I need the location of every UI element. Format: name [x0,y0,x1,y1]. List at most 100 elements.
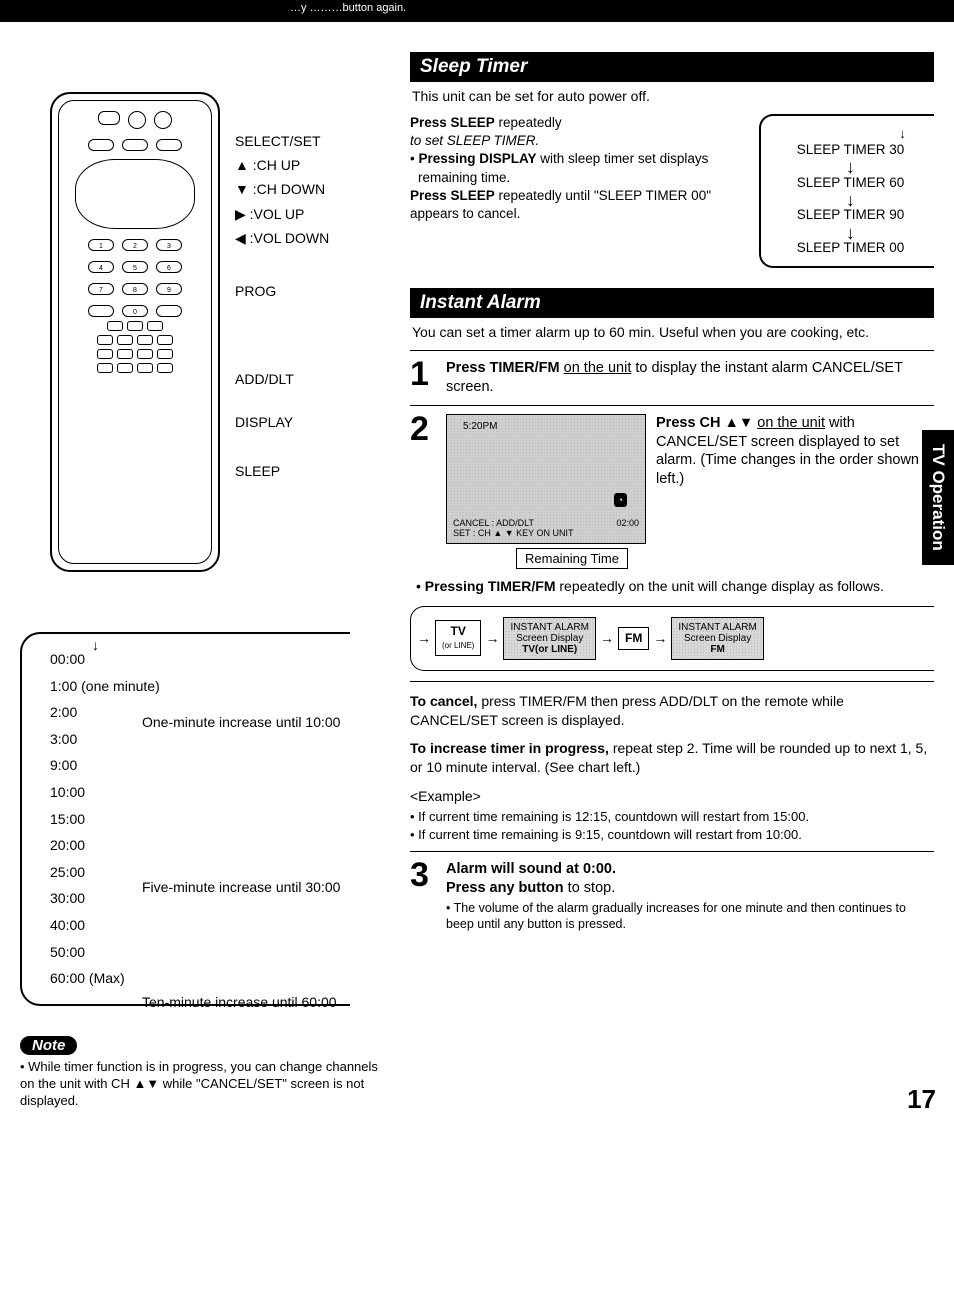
cancel-instructions: To cancel, press TIMER/FM then press ADD… [410,692,934,730]
osd-line: CANCEL : ADD/DLT [453,518,534,528]
callout-vol-down: ◀ :VOL DOWN [235,229,329,247]
section-header-sleep: Sleep Timer [410,52,934,82]
display-cycle-flow: → TV (or LINE) → INSTANT ALARM Screen Di… [410,606,934,671]
arrow-right-icon: → [485,630,499,646]
text: Screen Display [516,633,583,644]
text-bold: TV [451,624,466,638]
rc-btn [154,111,172,129]
clock-icon: ◔ [614,493,627,507]
remote-diagram: 123 456 789 0 SELECT/SET ▲ :CH UP ▼ :CH … [20,92,390,592]
increase-instructions: To increase timer in progress, repeat st… [410,739,934,777]
time-value: 15:00 [50,806,342,833]
step-1: 1 Press TIMER/FM on the unit to display … [410,359,934,397]
remote-inner-outline: 123 456 789 0 [58,100,212,564]
time-value: 20:00 [50,832,342,859]
rc-btn [97,363,113,373]
rc-btn [137,335,153,345]
step-number: 2 [410,414,438,569]
example-1: • If current time remaining is 12:15, co… [410,808,934,826]
arrow-down-icon: ↓ [775,193,926,207]
example-heading: <Example> [410,787,934,806]
rc-btn: 6 [156,261,182,273]
arrow-down-icon: ↓ [775,160,926,174]
text-bold: Pressing TIMER/FM [425,578,556,594]
flow-item-tv: TV (or LINE) [435,620,481,656]
callout-ch-up: ▲ :CH UP [235,156,329,174]
text: repeatedly [495,115,562,130]
callout-prog: PROG [235,282,329,300]
remote-callouts: SELECT/SET ▲ :CH UP ▼ :CH DOWN ▶ :VOL UP… [235,132,329,535]
divider [410,350,934,351]
alarm-intro: You can set a timer alarm up to 60 min. … [412,324,934,340]
step-1-text: Press TIMER/FM on the unit to display th… [446,359,934,397]
rc-btn [97,349,113,359]
callout-ch-down: ▼ :CH DOWN [235,180,329,198]
text: Screen Display [684,633,751,644]
page-content: 123 456 789 0 SELECT/SET ▲ :CH UP ▼ :CH … [0,22,954,1129]
divider [410,851,934,852]
rc-btn [128,111,146,129]
rc-btn: 0 [122,305,148,317]
flow-item-fm: FM [618,627,649,650]
text-underline: on the unit [757,415,825,431]
rc-btn: 4 [88,261,114,273]
timer-increment-chart: ↓ 00:00 1:00 (one minute) 2:00 3:00 9:00… [20,632,350,1006]
time-value: 9:00 [50,752,342,779]
text-bold: Press TIMER/FM [446,360,560,376]
callout-sleep: SLEEP [235,462,329,480]
rc-btn [97,335,113,345]
text-bold: Press CH ▲▼ [656,415,753,431]
note-text: • While timer function is in progress, y… [20,1059,390,1110]
osd-screenshot: 5:20PM ◔ CANCEL : ADD/DLT 02:00 SET : CH… [446,414,646,544]
osd-remaining: 02:00 [616,519,639,529]
rc-btn [157,363,173,373]
rc-btn: 2 [122,239,148,251]
chart-note-5min: Five-minute increase until 30:00 [142,879,340,896]
rc-dpad [75,159,195,229]
sleep-cycle-item: SLEEP TIMER 30 [775,142,926,158]
text: INSTANT ALARM [678,622,757,633]
text: to stop. [568,880,616,896]
rc-btn [98,111,120,125]
sleep-intro: This unit can be set for auto power off. [412,88,934,104]
chart-note-10min: Ten-minute increase until 60:00 [142,994,337,1011]
time-value: 40:00 [50,912,342,939]
rc-btn [137,349,153,359]
right-column: Sleep Timer This unit can be set for aut… [410,52,934,1109]
rc-btn [156,139,182,151]
time-value: 10:00 [50,779,342,806]
rc-btn: 9 [156,283,182,295]
sleep-cycle-item: SLEEP TIMER 60 [775,175,926,191]
chart-note-1min: One-minute increase until 10:00 [142,714,340,731]
sleep-cycle-box: ↓ SLEEP TIMER 30 ↓ SLEEP TIMER 60 ↓ SLEE… [759,114,934,268]
rc-btn [88,305,114,317]
bullet-timer-fm: • Pressing TIMER/FM repeatedly on the un… [416,577,934,596]
rc-btn [156,305,182,317]
osd-line: SET : CH ▲ ▼ KEY ON UNIT [453,528,574,538]
rc-btn [157,349,173,359]
sleep-instructions: Press SLEEP repeatedly to set SLEEP TIME… [410,114,747,223]
text: (or LINE) [442,641,474,650]
time-value: 00:00 [50,646,342,673]
osd-time: 5:20PM [463,421,639,432]
rc-btn: 5 [122,261,148,273]
text-bold: Press any button [446,880,564,896]
arrow-right-icon: → [600,630,614,646]
section-header-alarm: Instant Alarm [410,288,934,318]
rc-btn [117,335,133,345]
page-number: 17 [907,1084,936,1115]
step-3: 3 Alarm will sound at 0:00. Press any bu… [410,860,934,932]
callout-select-set: SELECT/SET [235,132,329,150]
flow-item-alarm-tv: INSTANT ALARM Screen Display TV(or LINE) [503,617,596,660]
cropped-header-strip: …y ………button again. [0,0,954,22]
sleep-cycle-item: SLEEP TIMER 00 [775,240,926,256]
text-bold: To cancel, [410,693,477,709]
rc-btn [117,349,133,359]
divider [410,681,934,682]
callout-add-dlt: ADD/DLT [235,370,329,388]
text-bold: FM [625,631,642,645]
sleep-content: Press SLEEP repeatedly to set SLEEP TIME… [410,114,934,268]
step-2-text: Press CH ▲▼ on the unit with CANCEL/SET … [656,414,934,489]
rc-btn [157,335,173,345]
text-bold: Press SLEEP [410,188,495,203]
